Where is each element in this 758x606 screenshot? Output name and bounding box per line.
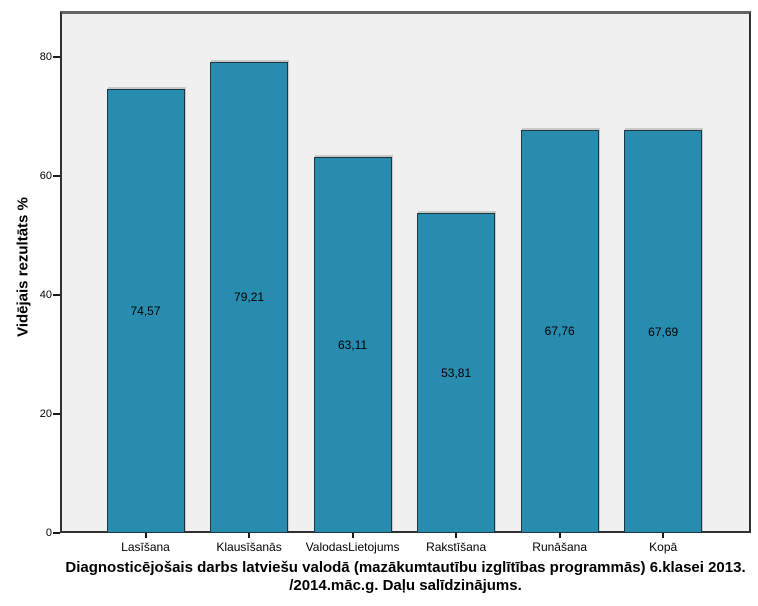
bar: 53,81	[417, 212, 496, 533]
bar-value-label: 67,69	[648, 324, 679, 339]
bar-value-label: 67,76	[544, 324, 575, 339]
bar-value-label: 63,11	[338, 338, 368, 353]
x-axis-tick	[144, 533, 147, 538]
chart-title-line: /2014.māc.g. Daļu salīdzinājums.	[289, 577, 522, 594]
y-axis-tick	[53, 294, 60, 296]
chart-title: Diagnosticējošais darbs latviešu valodā …	[60, 559, 751, 595]
bar-value-label: 74,57	[130, 304, 161, 319]
y-axis-tick-label: 60	[39, 170, 52, 182]
bar: 74,57	[106, 89, 185, 533]
bar: 63,11	[313, 157, 392, 533]
bar: 79,21	[210, 61, 289, 533]
x-axis-tick	[662, 533, 665, 538]
x-axis-category-label: ValodasLietojums	[305, 540, 400, 554]
y-axis-tick	[53, 532, 60, 534]
chart-title-line: Diagnosticējošais darbs latviešu valodā …	[65, 559, 746, 576]
y-axis-tick-label: 40	[39, 289, 52, 301]
x-axis-tick	[558, 533, 561, 538]
y-axis-title: Vidējais rezultāts %	[14, 197, 32, 337]
bar: 67,76	[520, 129, 599, 533]
y-axis-tick	[53, 413, 60, 415]
y-axis-tick-label: 80	[39, 51, 52, 63]
x-axis-category-label: Rakstīšana	[426, 540, 487, 554]
bar-value-label: 79,21	[234, 290, 265, 305]
y-axis-tick-label: 0	[45, 527, 52, 539]
x-axis-category-label: Runāšana	[532, 540, 588, 554]
bar: 67,69	[624, 130, 703, 533]
bar-value-label: 53,81	[441, 365, 472, 380]
x-axis-tick	[248, 533, 251, 538]
y-axis-tick	[53, 175, 60, 177]
x-axis-category-label: Lasīšana	[121, 540, 170, 554]
x-axis-category-label: Klausīšanās	[216, 540, 282, 554]
y-axis-tick	[53, 56, 60, 58]
x-axis-tick	[455, 533, 458, 538]
x-axis-category-label: Kopā	[649, 540, 678, 554]
x-axis-tick	[351, 533, 354, 538]
y-axis-tick-label: 20	[39, 408, 52, 420]
